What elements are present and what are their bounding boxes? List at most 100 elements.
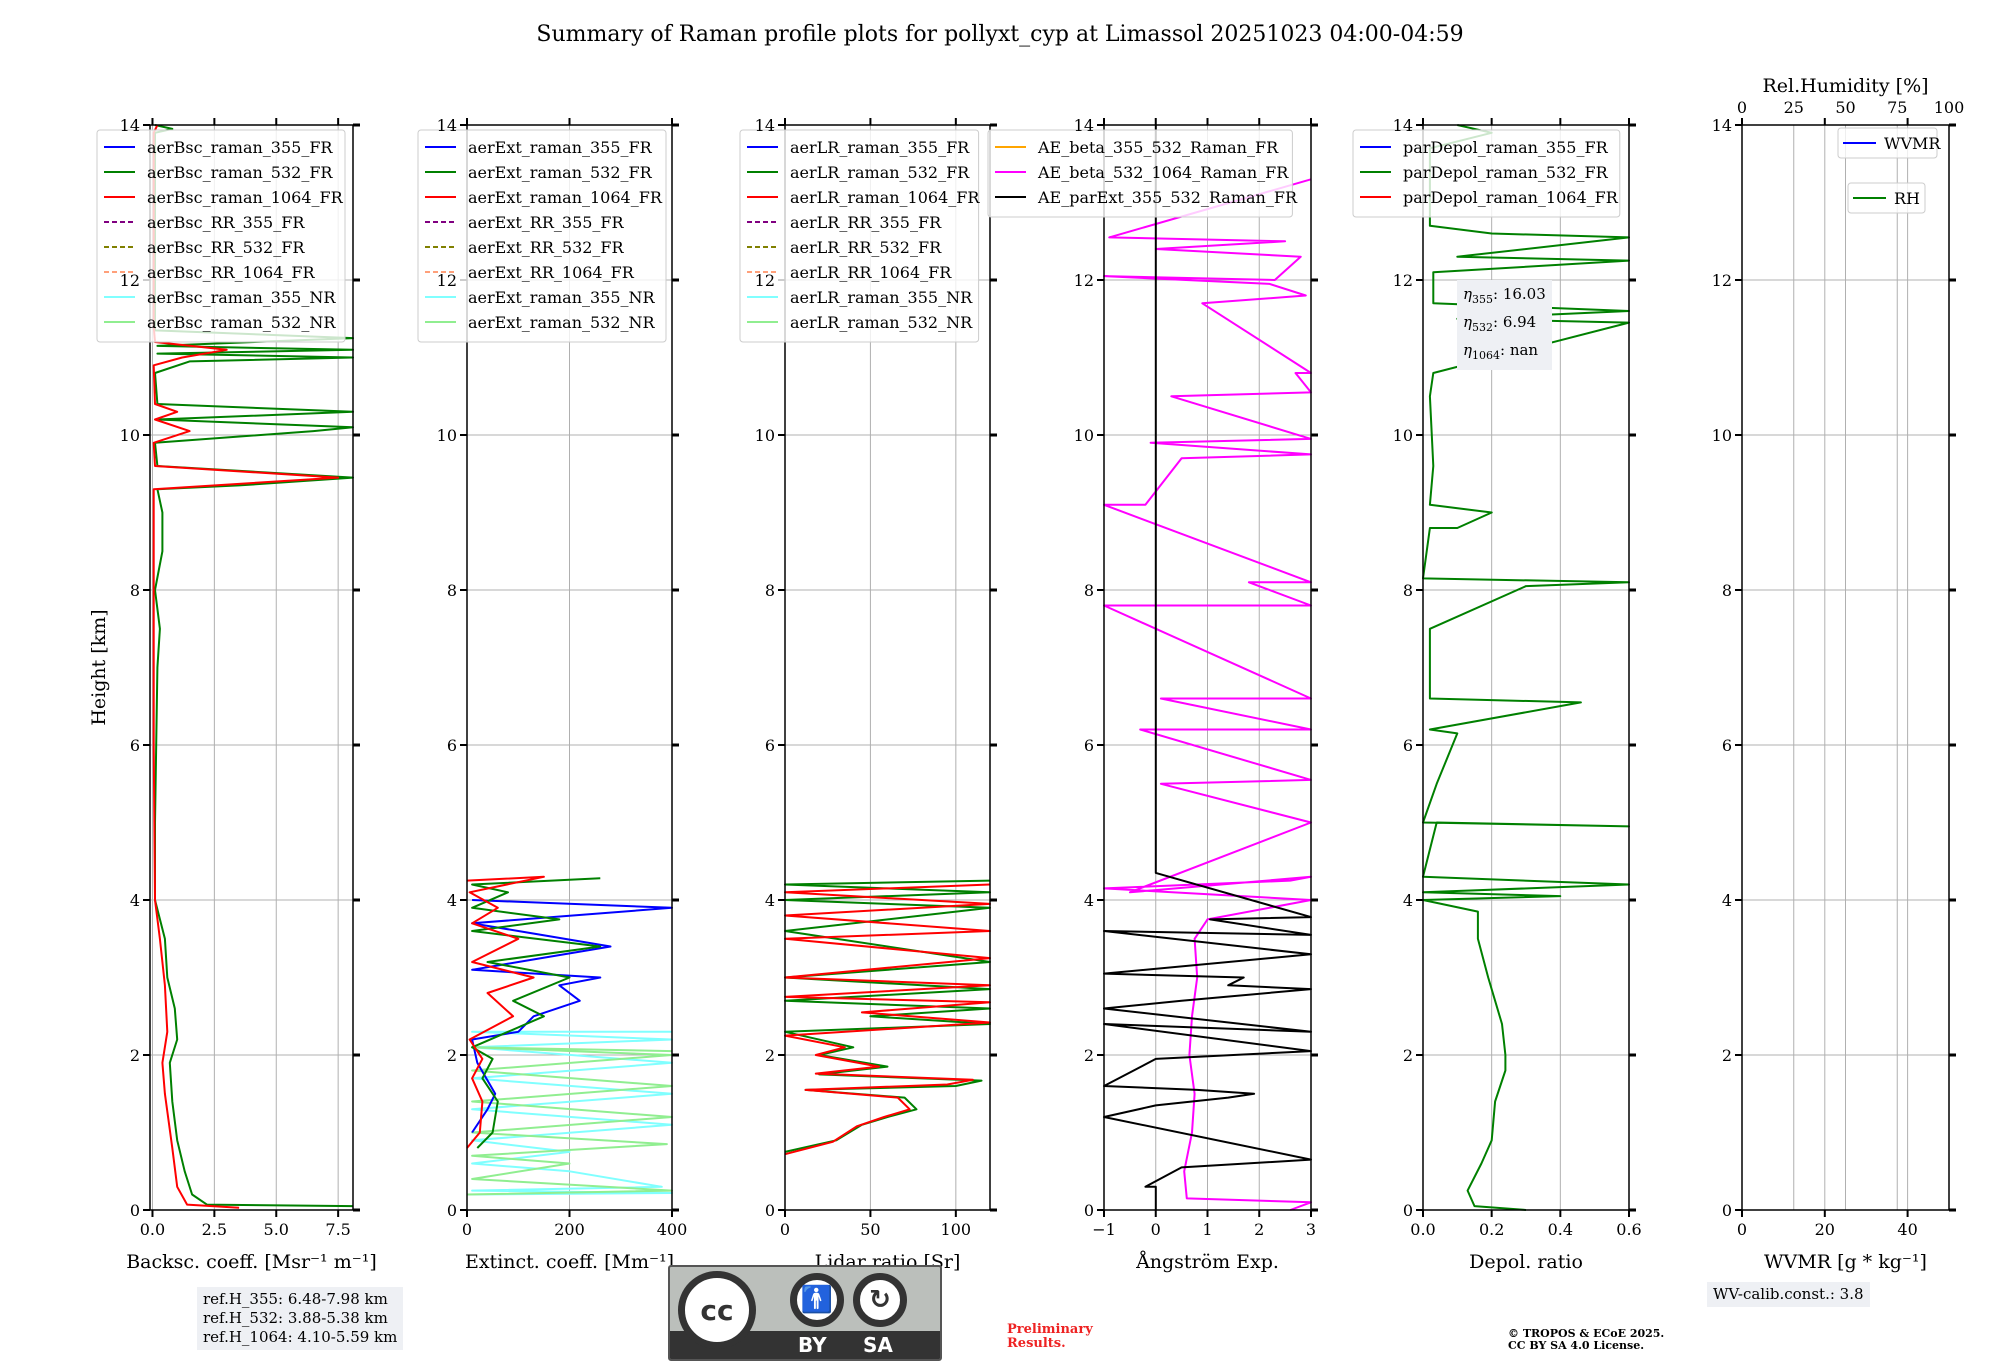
x-axis-label: Ångström Exp. [1135, 1251, 1279, 1273]
legend-label: aerLR_raman_355_NR [790, 288, 973, 307]
axes-frame [149, 124, 354, 1211]
legend-label: aerBsc_RR_1064_FR [147, 263, 316, 282]
legend-label: aerExt_RR_532_FR [468, 238, 625, 257]
y-tick-label: 12 [1712, 271, 1732, 290]
y-tick-label: 10 [120, 426, 140, 445]
series-aerExt_raman_355_FR [471, 899, 673, 1134]
top-x-axis-label: Rel.Humidity [%] [1762, 75, 1928, 97]
legend-label: aerExt_RR_355_FR [468, 213, 625, 232]
y-tick-label: 14 [437, 116, 457, 135]
legend-box [1352, 129, 1621, 218]
y-tick-label: 2 [1722, 1046, 1732, 1065]
series-aerLR_raman_1064_FR [784, 883, 991, 1156]
legend-label: AE_beta_355_532_Raman_FR [1037, 138, 1279, 157]
x-tick-label: 7.5 [325, 1220, 350, 1239]
y-tick-label: 0 [1722, 1201, 1732, 1220]
y-tick-label: 8 [1403, 581, 1413, 600]
y-tick-label: 10 [437, 426, 457, 445]
x-axis-label: Extinct. coeff. [Mm⁻¹] [465, 1251, 674, 1273]
y-tick-label: 2 [1403, 1046, 1413, 1065]
series-AE_parExt_355_532_Raman_FR [1103, 125, 1312, 1210]
y-tick-label: 10 [1074, 426, 1094, 445]
x-tick-label: 0 [462, 1220, 472, 1239]
y-tick-label: 4 [130, 891, 140, 910]
badge-by-label: BY [798, 1333, 827, 1357]
wv-calibration-box: WV-calib.const.: 3.8 [1707, 1282, 1870, 1307]
y-tick-label: 8 [447, 581, 457, 600]
legend-label: aerLR_raman_532_NR [790, 313, 973, 332]
top-x-tick-label: 75 [1887, 98, 1907, 117]
y-tick-label: 14 [120, 116, 140, 135]
y-tick-label: 4 [447, 891, 457, 910]
x-tick-label: 40 [1897, 1220, 1917, 1239]
y-tick-label: 2 [130, 1046, 140, 1065]
legend-box [1837, 127, 1938, 159]
reference-heights-box: ref.H_355: 6.48-7.98 km ref.H_532: 3.88-… [197, 1287, 404, 1350]
legend-box [1847, 182, 1926, 214]
eta-532: η532: 6.94 [1463, 313, 1537, 334]
legend-box [987, 129, 1293, 218]
y-tick-label: 2 [1084, 1046, 1094, 1065]
eta-1064: η1064: nan [1463, 341, 1539, 362]
legend-label: RH [1894, 189, 1920, 208]
x-axis-label: Backsc. coeff. [Msr⁻¹ m⁻¹] [126, 1251, 377, 1273]
y-tick-label: 0 [447, 1201, 457, 1220]
x-tick-label: 0.6 [1616, 1220, 1641, 1239]
x-axis-label: WVMR [g * kg⁻¹] [1764, 1251, 1927, 1273]
x-tick-label: 100 [941, 1220, 972, 1239]
series-aerExt_raman_532_FR [471, 877, 602, 1149]
panel-ae [987, 118, 1318, 1217]
badge-sa-label: SA [863, 1333, 893, 1357]
legend-label: aerExt_raman_532_NR [468, 313, 656, 332]
y-tick-label: 0 [765, 1201, 775, 1220]
panel-ext [417, 118, 679, 1217]
y-tick-label: 0 [1084, 1201, 1094, 1220]
legend-box [739, 129, 980, 343]
legend-label: aerExt_raman_355_FR [468, 138, 653, 157]
series-aerExt_raman_1064_FR [466, 875, 545, 1149]
x-tick-label: 0.0 [1410, 1220, 1435, 1239]
legend-label: aerLR_raman_532_FR [790, 163, 970, 182]
legend-label: WVMR [1884, 134, 1941, 153]
legend-label: parDepol_raman_532_FR [1403, 163, 1609, 182]
legend-label: aerBsc_RR_355_FR [147, 213, 305, 232]
series-aerBsc_raman_1064_FR [152, 124, 340, 1209]
x-tick-label: 200 [554, 1220, 585, 1239]
series-aerLR_raman_532_FR [784, 879, 991, 1153]
eta-355: η355: 16.03 [1463, 285, 1546, 306]
x-tick-label: 0.0 [140, 1220, 165, 1239]
y-tick-label: 12 [1393, 271, 1413, 290]
x-tick-label: 0 [1737, 1220, 1747, 1239]
y-tick-label: 10 [1712, 426, 1732, 445]
x-tick-label: 50 [860, 1220, 880, 1239]
legend-label: aerExt_RR_1064_FR [468, 263, 635, 282]
x-tick-label: 1 [1202, 1220, 1212, 1239]
x-tick-label: 0.4 [1548, 1220, 1573, 1239]
y-tick-label: 4 [1084, 891, 1094, 910]
copyright-note: © TROPOS & ECoE 2025. CC BY SA 4.0 Licen… [1508, 1327, 1665, 1352]
legend-label: aerLR_RR_355_FR [790, 213, 942, 232]
cc-by-sa-license-badge: cc 🚹 ↻ BY SA [668, 1265, 942, 1361]
figure-title: Summary of Raman profile plots for polly… [536, 22, 1464, 47]
y-tick-label: 12 [755, 271, 775, 290]
top-x-tick-label: 25 [1784, 98, 1804, 117]
cc-icon: cc [678, 1271, 756, 1349]
axes-frame [1422, 124, 1630, 1211]
y-tick-label: 8 [1084, 581, 1094, 600]
x-tick-label: −1 [1092, 1220, 1116, 1239]
y-tick-label: 12 [120, 271, 140, 290]
y-tick-label: 14 [1074, 116, 1094, 135]
attribution-person-icon: 🚹 [790, 1273, 844, 1327]
y-tick-label: 8 [1722, 581, 1732, 600]
y-tick-label: 0 [130, 1201, 140, 1220]
legend-label: aerBsc_raman_532_FR [147, 163, 333, 182]
y-tick-label: 2 [447, 1046, 457, 1065]
legend-box [96, 129, 346, 343]
x-axis-label: Depol. ratio [1469, 1251, 1583, 1273]
y-tick-label: 10 [755, 426, 775, 445]
top-x-tick-label: 50 [1835, 98, 1855, 117]
panel-bsc [96, 118, 360, 1217]
axes-frame [1741, 124, 1950, 1211]
preliminary-results-note: Preliminary Results. [1007, 1322, 1093, 1351]
legend-label: aerLR_raman_355_FR [790, 138, 970, 157]
